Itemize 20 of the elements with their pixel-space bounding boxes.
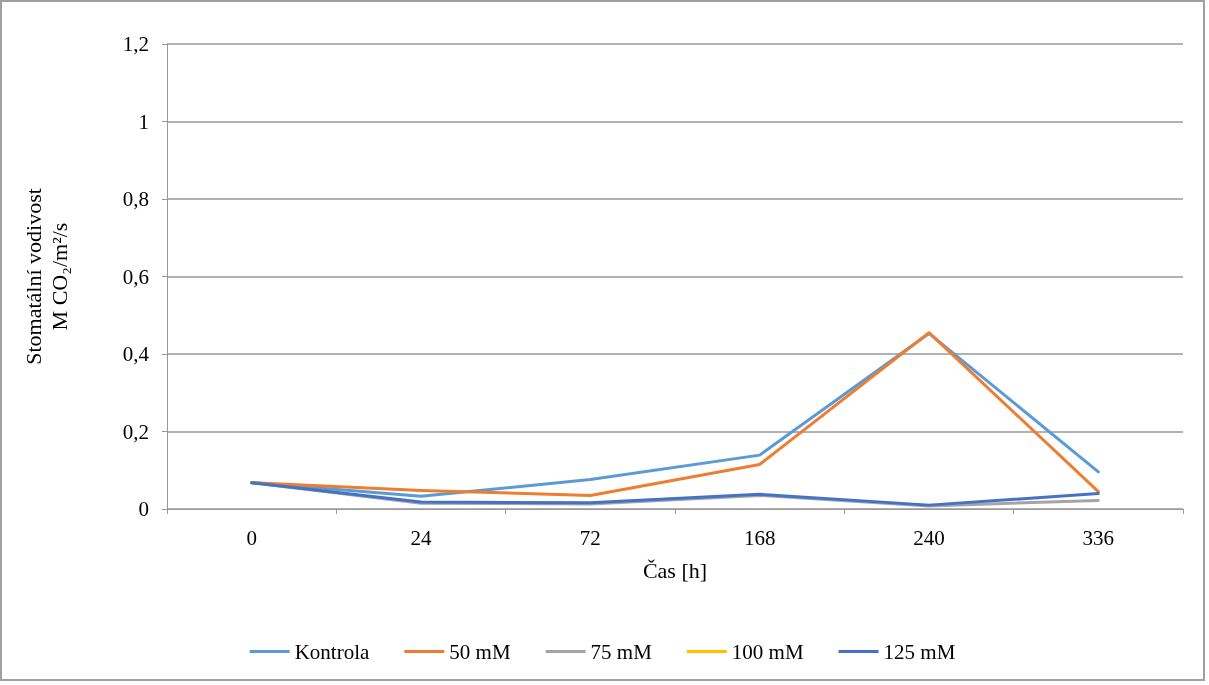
y-tick-label: 0,4	[122, 342, 150, 366]
y-tick-label: 1	[138, 109, 149, 134]
x-tick-label: 0	[246, 525, 257, 550]
x-tick-label: 24	[410, 525, 432, 550]
x-axis-title: Čas [h]	[642, 557, 708, 583]
x-tick-label: 240	[913, 525, 945, 550]
y-tick-label: 0	[138, 497, 149, 521]
x-tick-label: 336	[1082, 525, 1115, 550]
x-tick-label: 168	[743, 525, 776, 550]
y-tick-label: 0,8	[122, 187, 149, 211]
y-tick-label: 0,6	[122, 264, 149, 289]
x-tick-label: 72	[579, 525, 601, 550]
legend-label: 125 mM	[883, 639, 956, 664]
y-axis-title: Stomatální vodivost M CO₂/m²/s	[20, 188, 72, 365]
legend-label: 75 mM	[590, 639, 653, 664]
legend-label: 50 mM	[449, 639, 511, 664]
legend-label: Kontrola	[294, 639, 370, 664]
y-tick-label: 1,2	[122, 32, 149, 56]
legend-label: 100 mM	[731, 639, 804, 664]
y-tick-label: 0,2	[122, 419, 149, 444]
